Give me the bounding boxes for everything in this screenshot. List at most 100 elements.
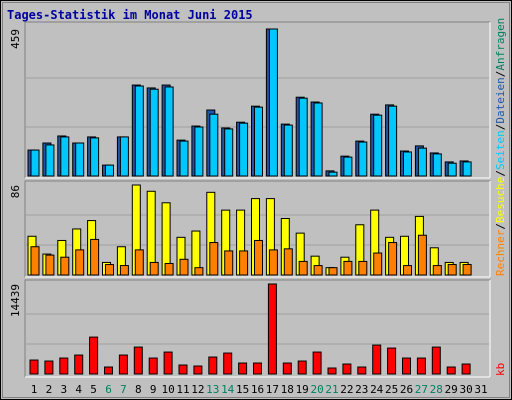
bar [373,114,383,177]
bar [239,250,249,276]
bar [149,261,159,276]
bar [282,362,292,375]
legend-entry: Anfragen [494,18,507,71]
bar [134,85,144,177]
bar [283,124,293,177]
bar [343,156,353,177]
x-tick-label: 28 [430,383,443,396]
x-tick-label: 22 [340,383,353,396]
x-tick-label: 17 [266,383,279,396]
x-tick-label: 20 [310,383,323,396]
bar [283,248,293,276]
bar [417,147,427,177]
bar [388,105,398,177]
x-tick-label: 6 [105,383,112,396]
bar [104,366,113,375]
x-tick-label: 21 [325,383,338,396]
bar [223,352,233,375]
bar [403,265,412,276]
bar [179,258,189,276]
bar [44,360,54,375]
legend-entry: / [494,71,507,78]
x-tick-label: 30 [459,383,472,396]
bar [134,249,144,276]
bar [462,161,472,177]
bar [358,141,368,177]
bar [194,126,204,177]
x-tick-label: 15 [236,383,249,396]
bar [59,357,69,375]
bar [342,363,352,375]
y-tick-label: 86 [9,185,22,198]
bar [209,242,219,276]
bar [431,346,441,375]
bar [254,106,263,177]
bar [30,149,40,177]
bar [29,359,39,375]
bar [89,336,99,375]
bar [178,364,188,375]
bar [30,246,40,276]
legend-entry: Besuche [494,177,507,223]
bar [209,113,219,177]
bar [268,28,278,177]
x-tick-label: 7 [120,383,127,396]
x-tick-label: 4 [75,383,82,396]
x-tick-label: 2 [46,383,53,396]
bar [90,238,100,276]
legend-entry: / [494,124,507,131]
bar [297,360,307,375]
bar [372,344,382,375]
bar [149,88,159,177]
bar [45,254,55,276]
x-tick-label: 8 [135,383,142,396]
bar [313,265,323,276]
bar [358,260,368,276]
bar [432,153,442,177]
bar [60,136,70,177]
legend-entry: Seiten [494,130,507,170]
bar [357,366,367,375]
x-tick-label: 13 [206,383,219,396]
x-tick-label: 1 [31,383,38,396]
bar [403,151,412,177]
bar [148,357,158,375]
bar [74,354,84,375]
bar [60,256,70,276]
x-tick-label: 18 [281,383,294,396]
bar [328,267,338,276]
legend-entry: Rechner [494,229,507,276]
bar [327,367,337,375]
x-tick-label: 25 [385,383,398,396]
bar [417,234,427,276]
bar [119,136,129,177]
bar [432,265,442,276]
y-tick-label: 14439 [9,284,22,317]
bar [105,264,114,276]
bar [461,363,471,375]
bar [179,140,189,177]
bar [373,252,383,276]
x-tick-label: 19 [296,383,309,396]
x-tick-label: 16 [251,383,264,396]
bar [75,249,85,276]
bar [462,264,472,276]
bar [447,162,457,177]
x-tick-label: 14 [221,383,235,396]
bar [164,86,174,177]
bar [254,239,263,276]
bar [402,357,411,375]
chart-title: Tages-Statistik im Monat Juni 2015 [7,8,253,22]
x-tick-label: 12 [191,383,204,396]
bar [163,351,173,375]
bar [119,265,129,276]
bar [268,249,278,276]
x-tick-label: 5 [90,383,97,396]
bar [388,242,398,276]
bar [193,365,203,375]
bar [164,262,174,276]
x-tick-label: 9 [150,383,157,396]
bar [298,260,308,276]
